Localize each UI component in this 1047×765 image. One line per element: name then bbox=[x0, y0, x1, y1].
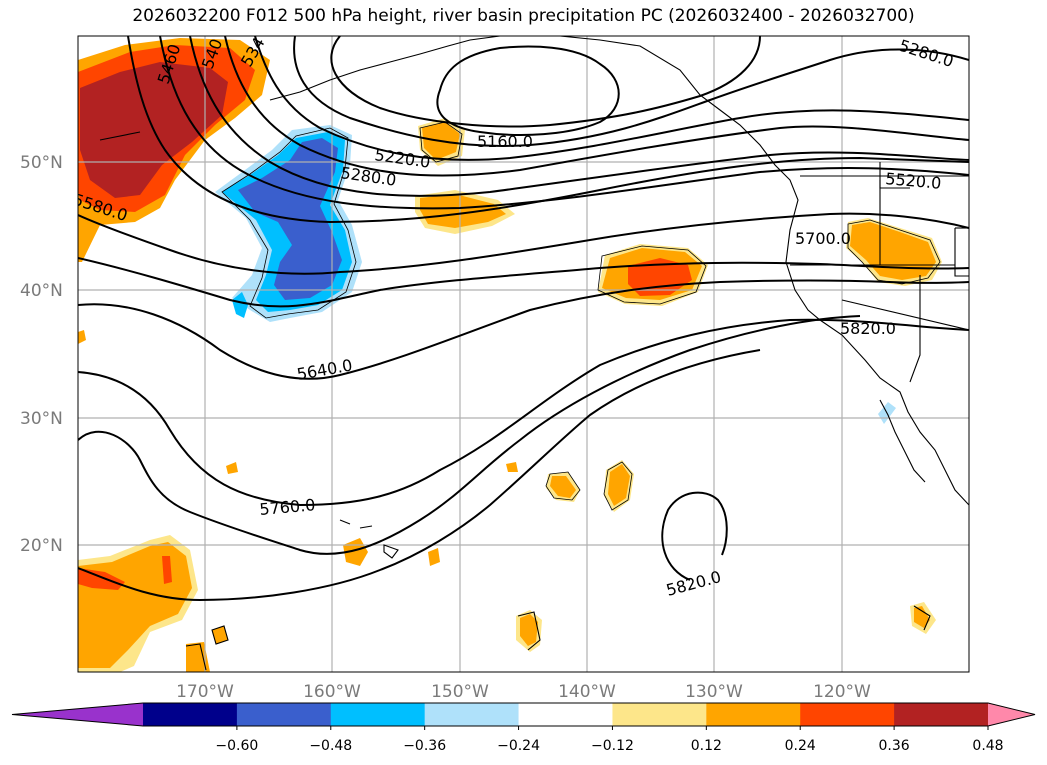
colorbar-low-extend bbox=[12, 703, 143, 726]
lat-label: 40°N bbox=[20, 281, 63, 301]
contour-label: 5760.0 bbox=[259, 495, 316, 519]
lat-label: 30°N bbox=[20, 409, 63, 429]
lon-label: 120°W bbox=[813, 682, 871, 702]
lon-label: 150°W bbox=[431, 682, 489, 702]
colorbar-segment bbox=[894, 703, 989, 726]
colorbar-tick-label: −0.60 bbox=[215, 738, 258, 754]
colorbar-segment bbox=[800, 703, 895, 726]
colorbar-tick-label: 0.36 bbox=[879, 738, 910, 754]
colorbar-tick-label: −0.24 bbox=[497, 738, 540, 754]
colorbar-tick-label: 0.24 bbox=[785, 738, 816, 754]
lat-axis: 50°N 40°N 30°N 20°N bbox=[20, 153, 63, 556]
colorbar-segment bbox=[518, 703, 613, 726]
colorbar-tick-label: −0.48 bbox=[309, 738, 352, 754]
colorbar-segment bbox=[424, 703, 520, 726]
contour-label: 5700.0 bbox=[795, 229, 851, 248]
contour-label: 5820.0 bbox=[840, 319, 896, 338]
lon-axis: 170°W 160°W 150°W 140°W 130°W 120°W bbox=[176, 682, 871, 702]
map-frame bbox=[77, 35, 970, 673]
lat-label: 50°N bbox=[20, 153, 63, 173]
colorbar-segment bbox=[236, 703, 332, 726]
lon-label: 130°W bbox=[685, 682, 743, 702]
colorbar-segment bbox=[612, 703, 707, 726]
lon-label: 170°W bbox=[176, 682, 234, 702]
colorbar: −0.60 −0.48 −0.36 −0.24 −0.12 0.12 0.24 0.36 0.4… bbox=[11, 702, 1036, 754]
colorbar-tick-label: 0.48 bbox=[972, 738, 1003, 754]
contour-label: 5160.0 bbox=[477, 132, 533, 151]
colorbar-tick-label: −0.36 bbox=[403, 738, 446, 754]
map-title: 2026032200 F012 500 hPa height, river ba… bbox=[132, 6, 915, 26]
colorbar-tick-label: 0.12 bbox=[691, 738, 722, 754]
contour-label: 5520.0 bbox=[885, 169, 942, 193]
colorbar-segment bbox=[330, 703, 426, 726]
map-content: 5460 540 534 5160.0 5220.0 5280.0 5280.0… bbox=[78, 36, 969, 672]
lat-label: 20°N bbox=[20, 536, 63, 556]
lon-label: 160°W bbox=[303, 682, 361, 702]
lon-label: 140°W bbox=[558, 682, 616, 702]
colorbar-tick-label: −0.12 bbox=[591, 738, 634, 754]
colorbar-segment bbox=[143, 703, 238, 726]
colorbar-segment bbox=[706, 703, 801, 726]
height-contours bbox=[78, 36, 969, 602]
colorbar-high-extend bbox=[988, 703, 1035, 726]
